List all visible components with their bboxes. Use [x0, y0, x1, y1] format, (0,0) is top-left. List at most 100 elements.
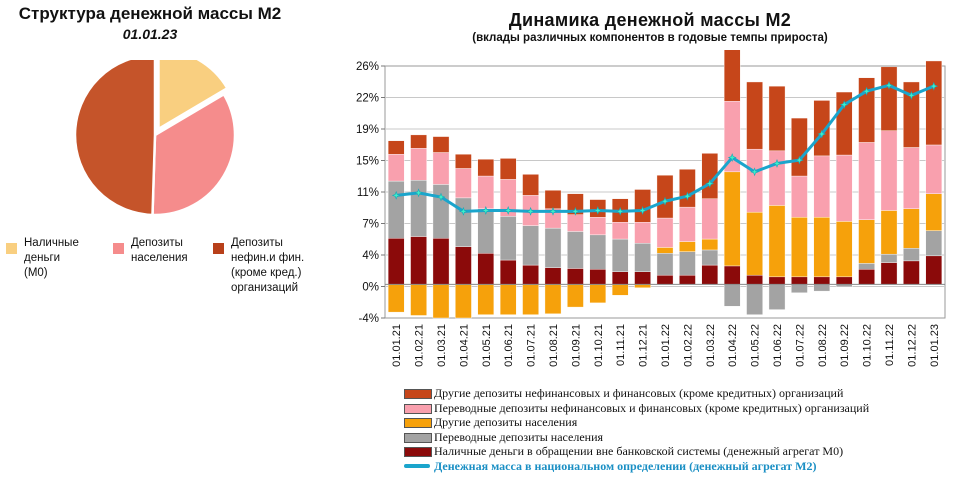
- bar-legend-label: Другие депозиты нефинансовых и финансовы…: [434, 386, 844, 400]
- x-tick-label: 01.06.22: [772, 324, 784, 367]
- m2-point: [526, 206, 536, 216]
- bar-segment: [746, 274, 763, 285]
- bar-segment: [656, 253, 674, 276]
- m2-point: [638, 206, 648, 215]
- m2-point: [391, 190, 401, 200]
- m2-point: [839, 100, 849, 110]
- bar-segment: [589, 216, 607, 236]
- bar-segment: [499, 259, 517, 285]
- bar-segment: [410, 236, 427, 285]
- pie-legend-swatch: [113, 243, 124, 254]
- bar-legend-label: Наличные деньги в обращении вне банковск…: [434, 444, 844, 458]
- bar-segment: [499, 284, 517, 315]
- m2-point: [548, 206, 558, 216]
- y-tick-label: 26%: [356, 61, 379, 73]
- bar-segment: [701, 249, 719, 266]
- x-tick-label: 01.03.22: [705, 324, 717, 367]
- bar-segment: [432, 136, 450, 153]
- bar-segment: [679, 274, 696, 285]
- bar-legend-label: Переводные депозиты населения: [434, 429, 604, 444]
- legend-bar-swatch: [404, 432, 432, 443]
- bar-segment: [544, 190, 562, 210]
- bar-segment: [611, 284, 629, 296]
- bar-segment: [634, 243, 651, 273]
- bar-segment: [858, 263, 875, 270]
- bar-segment: [432, 237, 450, 285]
- bar-segment: [768, 85, 786, 152]
- bar-segment: [791, 175, 808, 218]
- x-tick-label: 01.10.21: [593, 324, 605, 367]
- bar-segment: [634, 222, 651, 244]
- bar-segment: [410, 284, 427, 316]
- y-tick-label: 15%: [356, 156, 379, 168]
- bar-segment: [656, 174, 674, 219]
- y-tick-label: 19%: [356, 124, 379, 136]
- pie-legend-line: Депозиты: [131, 237, 183, 249]
- y-tick-label: 4%: [362, 250, 379, 262]
- bar-segment: [925, 60, 943, 146]
- bar-segment: [791, 284, 808, 293]
- bar-segment: [903, 248, 920, 262]
- bar-segment: [522, 225, 539, 266]
- pie-legend-line: Наличные: [24, 237, 79, 249]
- bar-segment: [813, 216, 831, 278]
- pie-chart: [73, 60, 237, 217]
- bar-segment: [880, 130, 898, 211]
- legend-bar-swatch: [404, 447, 432, 457]
- bar-segment: [746, 81, 763, 150]
- x-tick-label: 01.09.21: [570, 324, 582, 367]
- m2-point: [414, 188, 424, 198]
- stacked-bar-chart: -4% 0% 4% 7% 11% 15% 19% 22% 26% 01.01.21 01.02.21…: [356, 50, 946, 367]
- legend-line-swatch: [404, 463, 430, 468]
- bar-segment: [903, 208, 920, 249]
- bar-segment: [455, 153, 472, 169]
- bar-segment: [477, 159, 495, 177]
- bar-segment: [925, 230, 943, 257]
- m2-point: [906, 90, 916, 100]
- bar-segment: [679, 251, 696, 276]
- m2-point: [750, 167, 760, 177]
- bar-segment: [746, 284, 763, 315]
- bar-segment: [679, 206, 696, 242]
- bar-segment: [903, 147, 920, 210]
- bar-legend-label: Другие депозиты населения: [434, 415, 578, 429]
- x-tick-label: 01.12.21: [638, 324, 650, 367]
- bar-segment: [611, 222, 629, 240]
- legend-bar-swatch: [404, 389, 432, 399]
- bar-segment: [880, 66, 898, 131]
- bar-segment: [858, 142, 875, 220]
- y-tick-label: 7%: [362, 219, 379, 231]
- m2-point: [794, 155, 804, 165]
- bar-segment: [499, 158, 517, 180]
- bar-segment: [768, 205, 786, 278]
- bar-segment: [522, 174, 539, 196]
- bar-segment: [432, 184, 450, 239]
- bar-segment: [455, 168, 472, 199]
- bar-segment: [925, 193, 943, 231]
- bar-segment: [813, 100, 831, 157]
- bar-segment: [813, 276, 831, 285]
- bar-segment: [544, 284, 562, 314]
- bar-segment: [410, 148, 427, 181]
- bar-segment: [544, 227, 562, 268]
- m2-point: [503, 206, 513, 215]
- bar-segment: [746, 148, 763, 213]
- bar-segment: [679, 241, 696, 252]
- bar-segment: [522, 284, 539, 315]
- bar-segment: [903, 81, 920, 148]
- bar-segment: [835, 221, 853, 278]
- bar-segment: [835, 154, 853, 222]
- bar-segment: [410, 134, 427, 149]
- bar-segment: [544, 267, 562, 285]
- m2-point: [682, 191, 692, 201]
- bar-segment: [499, 216, 517, 261]
- pie-slice: [151, 92, 237, 217]
- bar-segment: [791, 276, 808, 285]
- pie-chart-title: Структура денежной массы М2: [18, 4, 282, 23]
- bar-segment: [723, 50, 741, 102]
- bar-segment: [858, 219, 875, 264]
- x-tick-label: 01.02.21: [414, 324, 426, 367]
- m2-point: [705, 179, 715, 189]
- bar-segment: [925, 144, 943, 194]
- bar-segment: [791, 117, 808, 177]
